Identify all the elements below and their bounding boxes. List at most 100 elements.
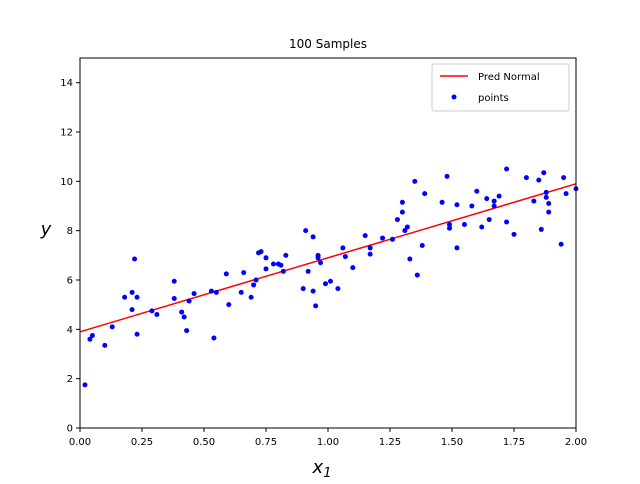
data-point <box>171 278 177 284</box>
data-point <box>208 288 214 294</box>
pred-normal-line <box>79 183 577 333</box>
data-point <box>179 309 185 315</box>
data-point <box>238 289 244 295</box>
data-point <box>541 170 547 176</box>
data-point <box>531 198 537 204</box>
data-point <box>546 209 552 215</box>
data-point <box>270 261 276 267</box>
data-point <box>283 252 289 258</box>
data-point <box>191 291 197 297</box>
data-point <box>402 228 408 234</box>
data-point <box>367 251 373 257</box>
data-point <box>211 335 217 341</box>
data-point <box>109 324 115 330</box>
data-point <box>444 173 450 179</box>
data-point <box>305 268 311 274</box>
data-point <box>132 256 138 262</box>
x-tick-label: 1.75 <box>503 437 525 448</box>
data-point <box>226 302 232 308</box>
data-point <box>335 286 341 292</box>
y-tick-label: 2 <box>67 374 73 385</box>
data-point <box>315 252 321 258</box>
data-point <box>263 266 269 272</box>
x-tick-label: 1.25 <box>379 437 401 448</box>
x-tick-label: 1.00 <box>317 437 339 448</box>
y-tick-label: 14 <box>60 78 73 89</box>
data-point <box>469 203 475 209</box>
data-point <box>318 260 324 266</box>
data-point <box>543 194 549 200</box>
y-tick-label: 6 <box>67 276 73 287</box>
data-point <box>134 294 140 300</box>
y-tick-label: 4 <box>67 325 73 336</box>
data-point <box>310 288 316 294</box>
data-point <box>310 234 316 240</box>
legend-point-swatch <box>451 94 457 100</box>
data-point <box>414 272 420 278</box>
data-point <box>447 222 453 227</box>
data-point <box>491 198 497 204</box>
legend-label-points: points <box>478 93 509 104</box>
data-point <box>303 228 309 234</box>
y-tick-label: 8 <box>67 226 73 237</box>
data-point <box>563 191 569 197</box>
x-axis-label: x1 <box>312 457 332 480</box>
x-axis-label-main: x <box>312 457 324 478</box>
data-point <box>454 202 460 208</box>
data-point <box>399 209 405 215</box>
data-point <box>223 271 229 277</box>
y-tick-label: 12 <box>60 128 73 139</box>
data-point <box>241 270 247 276</box>
data-point <box>248 294 254 300</box>
data-point <box>479 224 485 230</box>
data-point <box>181 314 187 320</box>
data-point <box>362 233 368 239</box>
data-point <box>561 175 567 181</box>
data-point <box>486 217 492 223</box>
data-point <box>340 245 346 251</box>
data-point <box>82 382 88 388</box>
data-point <box>523 175 529 181</box>
data-point <box>504 166 510 172</box>
data-point <box>154 312 160 318</box>
data-point <box>407 256 413 262</box>
data-point <box>280 268 286 274</box>
data-point <box>367 245 373 251</box>
plot-area <box>79 166 579 388</box>
data-point <box>474 188 480 194</box>
data-point <box>323 281 329 287</box>
data-point <box>251 282 257 288</box>
y-tick-label: 0 <box>67 424 73 435</box>
data-point <box>558 241 564 247</box>
plot-frame <box>79 57 577 429</box>
data-point <box>394 217 400 223</box>
data-point <box>543 189 549 195</box>
data-point <box>129 307 135 313</box>
chart-title: 100 Samples <box>289 37 367 51</box>
data-point <box>102 342 108 348</box>
data-point <box>278 262 284 268</box>
data-point <box>87 336 93 342</box>
x-tick-label: 2.00 <box>565 437 587 448</box>
data-point <box>546 201 552 207</box>
data-point <box>171 296 177 301</box>
data-point <box>213 289 219 295</box>
y-tick-label: 10 <box>60 177 73 188</box>
x-tick-label: 0.75 <box>255 437 277 448</box>
data-point <box>484 196 490 202</box>
data-point <box>129 289 135 295</box>
data-point <box>419 242 425 248</box>
data-point <box>422 191 428 197</box>
x-tick-label: 0.50 <box>193 437 215 448</box>
data-point <box>258 249 264 255</box>
data-point <box>380 235 386 241</box>
data-point <box>122 294 128 300</box>
data-point <box>263 255 269 261</box>
data-point <box>300 286 306 292</box>
data-point <box>149 308 155 314</box>
data-point <box>461 222 467 227</box>
data-point <box>89 333 95 338</box>
data-point <box>342 254 348 260</box>
